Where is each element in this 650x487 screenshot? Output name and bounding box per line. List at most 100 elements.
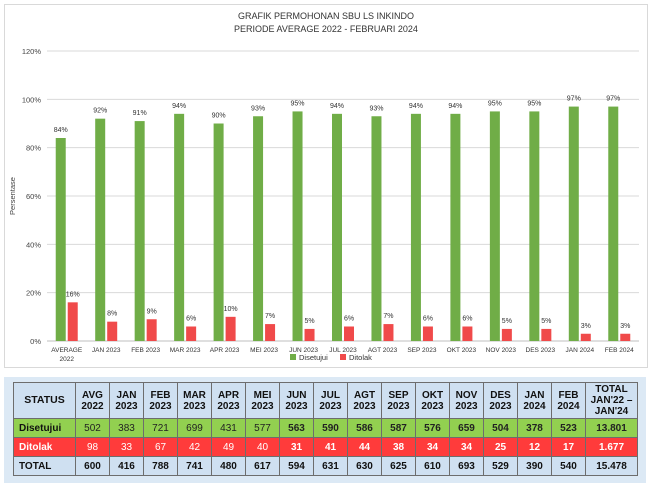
- column-header: MAR 2023: [177, 382, 212, 419]
- table-cell: 659: [449, 418, 484, 438]
- data-label-ditolak: 16%: [66, 291, 80, 298]
- column-header-text: 2024: [523, 400, 546, 412]
- data-label-ditolak: 5%: [541, 318, 551, 325]
- column-header: JAN 2024: [517, 382, 552, 419]
- data-label-disetujui: 95%: [488, 100, 502, 107]
- data-label-disetujui: 95%: [291, 100, 305, 107]
- column-header-text: 2023: [489, 400, 512, 412]
- bar-disetujui: [55, 138, 66, 341]
- y-tick-label: 20%: [26, 289, 41, 298]
- y-tick-label: 80%: [26, 144, 41, 153]
- column-header-text: NOV: [455, 389, 478, 401]
- bar-ditolak: [146, 319, 157, 341]
- table-cell: 630: [347, 456, 382, 476]
- column-header-text: 2024: [557, 400, 580, 412]
- bar-disetujui: [410, 113, 421, 341]
- table-cell: 98: [75, 437, 110, 457]
- row-disetujui: Disetujui 502 383 721 699 431 577 563 590 586 587 5…: [13, 418, 638, 438]
- bar-ditolak: [107, 321, 118, 341]
- data-label-disetujui: 93%: [251, 105, 265, 112]
- column-header-text: 2023: [353, 400, 376, 412]
- bar-disetujui: [608, 106, 619, 341]
- x-tick-label: MAR 2023: [170, 347, 201, 354]
- bar-ditolak: [225, 316, 236, 341]
- bar-disetujui: [213, 123, 224, 341]
- table-cell: 13.801: [585, 418, 638, 438]
- row-total: TOTAL 600 416 788 741 480 617 594 631 630 625 610 69…: [13, 456, 638, 476]
- column-header-text: JUN: [286, 389, 307, 401]
- data-label-ditolak: 10%: [224, 306, 238, 313]
- column-header: FEB 2023: [143, 382, 178, 419]
- data-label-ditolak: 3%: [620, 323, 630, 330]
- table-cell: 67: [143, 437, 178, 457]
- table-cell: 383: [109, 418, 144, 438]
- data-label-ditolak: 5%: [304, 318, 314, 325]
- data-label-disetujui: 92%: [93, 108, 107, 115]
- column-header-text: APR: [217, 389, 240, 401]
- data-label-ditolak: 7%: [265, 313, 275, 320]
- column-header-text: 2023: [149, 400, 172, 412]
- column-header-text: 2022: [81, 400, 104, 412]
- table-cell: 523: [551, 418, 586, 438]
- x-tick-label: OKT 2023: [447, 347, 477, 354]
- table-cell: 577: [245, 418, 280, 438]
- bar-disetujui: [529, 111, 540, 342]
- bar-ditolak: [422, 326, 433, 341]
- bar-ditolak: [383, 324, 394, 341]
- table-cell: 416: [109, 456, 144, 476]
- table-cell: 788: [143, 456, 178, 476]
- bar-ditolak: [344, 326, 354, 341]
- x-tick-label: JAN 2024: [566, 347, 595, 354]
- column-header-text: MAR: [183, 389, 206, 401]
- column-header: MEI 2023: [245, 382, 280, 419]
- row-label: TOTAL: [13, 456, 76, 476]
- bar-disetujui: [332, 113, 342, 341]
- column-header-text: MEI: [253, 389, 272, 401]
- y-tick-label: 100%: [22, 95, 42, 104]
- column-header: FEB 2024: [551, 382, 586, 419]
- data-table-panel: STATUS AVG 2022 JAN 2023 FEB 2023 MAR 2023 APR 202…: [4, 377, 646, 483]
- y-tick-label: 60%: [26, 192, 41, 201]
- table-cell: 378: [517, 418, 552, 438]
- column-header-text: JAN'24: [594, 406, 629, 417]
- data-label-ditolak: 5%: [502, 318, 512, 325]
- data-table: STATUS AVG 2022 JAN 2023 FEB 2023 MAR 2023 APR 202…: [13, 382, 638, 476]
- bar-disetujui: [253, 116, 264, 341]
- column-header-text: 2023: [455, 400, 478, 412]
- x-tick-label: FEB 2023: [131, 347, 160, 354]
- bar-ditolak: [186, 326, 197, 341]
- table-cell: 49: [211, 437, 246, 457]
- column-header: TOTAL JAN'22 – JAN'24: [585, 382, 638, 419]
- table-cell: 431: [211, 418, 246, 438]
- data-label-ditolak: 6%: [423, 316, 433, 323]
- data-label-disetujui: 94%: [448, 103, 462, 110]
- y-tick-label: 40%: [26, 240, 41, 249]
- table-cell: 587: [381, 418, 416, 438]
- y-tick-label: 120%: [22, 47, 42, 56]
- column-header: JUN 2023: [279, 382, 314, 419]
- column-header: JUL 2023: [313, 382, 348, 419]
- bar-ditolak: [265, 324, 276, 341]
- legend-swatch-disetujui: [290, 354, 296, 360]
- column-header-text: JAN'22 –: [590, 395, 633, 406]
- column-header-text: 2023: [319, 400, 342, 412]
- data-label-disetujui: 97%: [567, 96, 581, 103]
- table-cell: 721: [143, 418, 178, 438]
- column-header-text: AGT: [353, 389, 376, 401]
- legend-label-disetujui: Disetujui: [299, 353, 328, 362]
- column-header: JAN 2023: [109, 382, 144, 419]
- data-label-ditolak: 6%: [186, 316, 196, 323]
- table-cell: 34: [415, 437, 450, 457]
- table-cell: 480: [211, 456, 246, 476]
- bar-ditolak: [580, 333, 591, 341]
- bar-ditolak: [304, 328, 315, 341]
- table-cell: 40: [245, 437, 280, 457]
- table-cell: 38: [381, 437, 416, 457]
- bar-disetujui: [134, 121, 145, 341]
- bar-ditolak: [620, 333, 631, 341]
- data-label-disetujui: 90%: [212, 113, 226, 120]
- bar-disetujui: [371, 116, 382, 341]
- data-label-disetujui: 91%: [133, 110, 147, 117]
- table-cell: 31: [279, 437, 314, 457]
- row-label: Disetujui: [13, 418, 76, 438]
